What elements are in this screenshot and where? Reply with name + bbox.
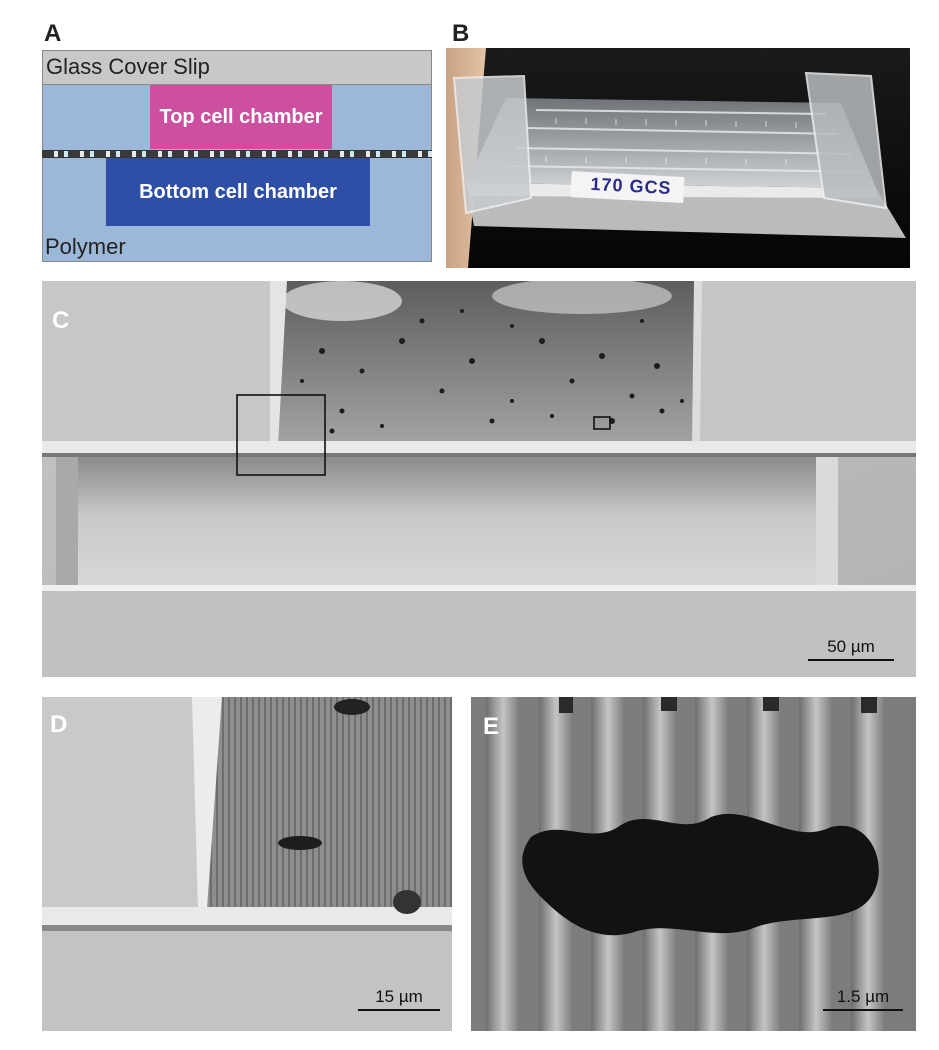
sem-overview-image [42, 281, 916, 677]
panel-e-sem-pore: E 1.5 µm [471, 697, 916, 1031]
panel-d-scale-bar: 15 µm [358, 987, 440, 1011]
panel-b-letter: B [452, 20, 470, 47]
bottom-cell-chamber: Bottom cell chamber [106, 158, 370, 226]
panel-b-device-photo: 170 GCS [446, 48, 910, 268]
panel-a-letter: A [44, 20, 62, 47]
panel-d-scale-label: 15 µm [375, 987, 423, 1006]
polymer-label: Polymer [45, 234, 126, 259]
panel-e-letter: E [483, 713, 500, 740]
sem-closeup-image [42, 697, 452, 1031]
panel-d-letter: D [50, 711, 68, 738]
panel-d-sem-closeup: D 15 µm [42, 697, 452, 1031]
top-cell-chamber: Top cell chamber [150, 85, 332, 149]
panel-e-scale-label: 1.5 µm [836, 987, 890, 1006]
panel-c-sem-overview: C 50 µm [42, 281, 916, 677]
device-photo-image [446, 48, 910, 268]
panel-e-scale-bar: 1.5 µm [823, 987, 903, 1011]
sem-pore-image [471, 697, 916, 1031]
panel-a-schematic: Glass Cover Slip Top cell chamber Bottom… [42, 50, 432, 262]
panel-c-scale-bar: 50 µm [808, 637, 894, 661]
glass-cover-slip-label: Glass Cover Slip [46, 54, 210, 79]
panel-c-scale-label: 50 µm [827, 637, 875, 656]
glass-cover-slip: Glass Cover Slip [42, 50, 432, 85]
panel-c-letter: C [52, 307, 70, 334]
porous-membrane [42, 150, 432, 158]
